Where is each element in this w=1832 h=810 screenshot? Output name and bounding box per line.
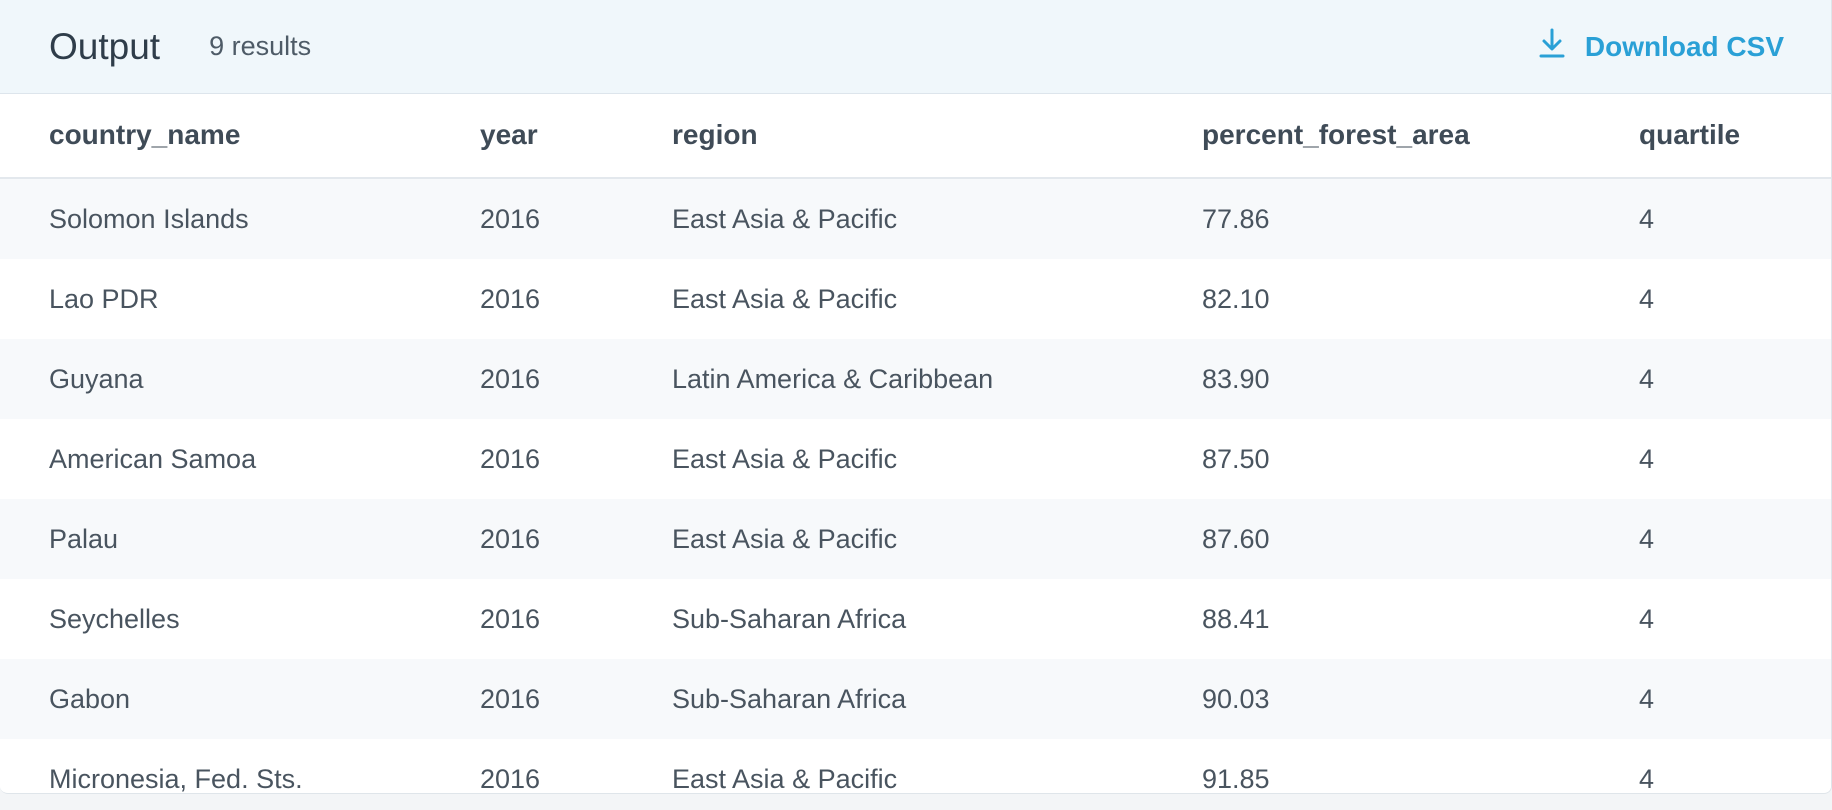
cell-quartile: 4: [1639, 499, 1831, 579]
cell-country-name: Seychelles: [0, 579, 480, 659]
table-row: Micronesia, Fed. Sts. 2016 East Asia & P…: [0, 739, 1831, 792]
cell-country-name: Gabon: [0, 659, 480, 739]
cell-quartile: 4: [1639, 739, 1831, 792]
cell-country-name: Solomon Islands: [0, 178, 480, 259]
cell-year: 2016: [480, 339, 672, 419]
table-header-row: country_name year region percent_forest_…: [0, 94, 1831, 179]
cell-region: Latin America & Caribbean: [672, 339, 1202, 419]
cell-quartile: 4: [1639, 659, 1831, 739]
table-row: American Samoa 2016 East Asia & Pacific …: [0, 419, 1831, 499]
table-row: Palau 2016 East Asia & Pacific 87.60 4: [0, 499, 1831, 579]
table-row: Guyana 2016 Latin America & Caribbean 83…: [0, 339, 1831, 419]
cell-country-name: Palau: [0, 499, 480, 579]
download-csv-button[interactable]: Download CSV: [1539, 28, 1784, 65]
cell-region: East Asia & Pacific: [672, 259, 1202, 339]
cell-quartile: 4: [1639, 419, 1831, 499]
cell-region: East Asia & Pacific: [672, 419, 1202, 499]
output-header: Output 9 results Download CSV: [0, 0, 1831, 94]
column-header-country-name[interactable]: country_name: [0, 94, 480, 179]
results-table: country_name year region percent_forest_…: [0, 94, 1831, 792]
column-header-region[interactable]: region: [672, 94, 1202, 179]
cell-percent-forest-area: 77.86: [1202, 178, 1639, 259]
cell-year: 2016: [480, 739, 672, 792]
cell-percent-forest-area: 91.85: [1202, 739, 1639, 792]
output-title: Output: [49, 25, 161, 67]
cell-percent-forest-area: 82.10: [1202, 259, 1639, 339]
cell-percent-forest-area: 87.60: [1202, 499, 1639, 579]
cell-year: 2016: [480, 659, 672, 739]
download-csv-label: Download CSV: [1584, 30, 1784, 62]
table-row: Seychelles 2016 Sub-Saharan Africa 88.41…: [0, 579, 1831, 659]
cell-country-name: American Samoa: [0, 419, 480, 499]
download-icon: [1539, 28, 1585, 65]
cell-country-name: Lao PDR: [0, 259, 480, 339]
column-header-quartile[interactable]: quartile: [1639, 94, 1831, 179]
result-count: 9 results: [209, 31, 312, 61]
column-header-percent-forest-area[interactable]: percent_forest_area: [1202, 94, 1639, 179]
cell-quartile: 4: [1639, 178, 1831, 259]
cell-year: 2016: [480, 259, 672, 339]
cell-region: East Asia & Pacific: [672, 499, 1202, 579]
cell-year: 2016: [480, 178, 672, 259]
cell-percent-forest-area: 87.50: [1202, 419, 1639, 499]
cell-country-name: Guyana: [0, 339, 480, 419]
table-row: Lao PDR 2016 East Asia & Pacific 82.10 4: [0, 259, 1831, 339]
cell-region: East Asia & Pacific: [672, 739, 1202, 792]
cell-percent-forest-area: 88.41: [1202, 579, 1639, 659]
cell-year: 2016: [480, 419, 672, 499]
results-table-container[interactable]: country_name year region percent_forest_…: [0, 94, 1831, 792]
cell-quartile: 4: [1639, 259, 1831, 339]
cell-year: 2016: [480, 579, 672, 659]
cell-country-name: Micronesia, Fed. Sts.: [0, 739, 480, 792]
table-row: Solomon Islands 2016 East Asia & Pacific…: [0, 178, 1831, 259]
cell-percent-forest-area: 83.90: [1202, 339, 1639, 419]
column-header-year[interactable]: year: [480, 94, 672, 179]
cell-quartile: 4: [1639, 339, 1831, 419]
cell-quartile: 4: [1639, 579, 1831, 659]
cell-region: Sub-Saharan Africa: [672, 579, 1202, 659]
cell-region: Sub-Saharan Africa: [672, 659, 1202, 739]
cell-year: 2016: [480, 499, 672, 579]
cell-percent-forest-area: 90.03: [1202, 659, 1639, 739]
cell-region: East Asia & Pacific: [672, 178, 1202, 259]
table-row: Gabon 2016 Sub-Saharan Africa 90.03 4: [0, 659, 1831, 739]
